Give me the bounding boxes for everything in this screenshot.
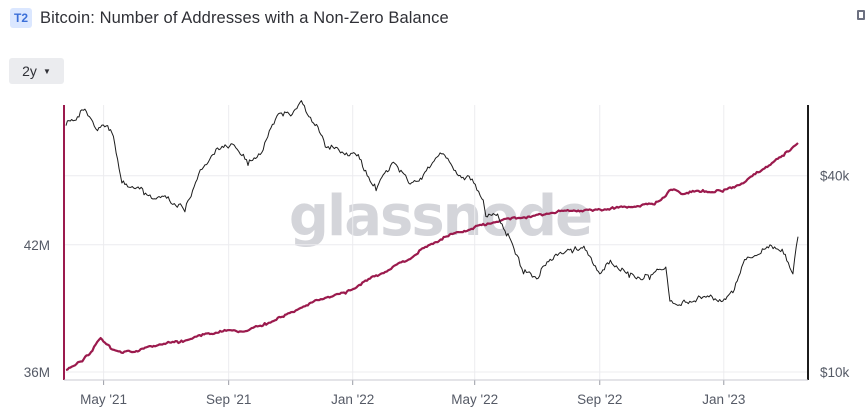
x-tick-label: Jan '23 (702, 392, 745, 407)
series-line-price[interactable] (65, 100, 799, 306)
right-tick-label: $10k (820, 365, 850, 380)
watermark: glassnode (289, 184, 591, 249)
series-line-addresses[interactable] (65, 142, 799, 371)
x-tick-label: May '21 (80, 392, 127, 407)
x-tick-label: Jan '22 (331, 392, 374, 407)
left-tick-label: 42M (24, 238, 50, 253)
time-range-select[interactable]: 2y ▼ (9, 58, 64, 84)
x-tick-label: Sep '21 (206, 392, 251, 407)
left-tick-label: 36M (24, 365, 50, 380)
chart-title: Bitcoin: Number of Addresses with a Non-… (40, 8, 449, 27)
tier-badge: T2 (10, 8, 32, 28)
pin-icon[interactable] (857, 10, 865, 20)
chevron-down-icon: ▼ (42, 66, 51, 76)
chart-header: T2 Bitcoin: Number of Addresses with a N… (10, 8, 449, 28)
x-tick-label: May '22 (451, 392, 498, 407)
time-range-label: 2y (22, 63, 37, 79)
x-tick-label: Sep '22 (577, 392, 622, 407)
right-tick-label: $40k (820, 169, 850, 184)
